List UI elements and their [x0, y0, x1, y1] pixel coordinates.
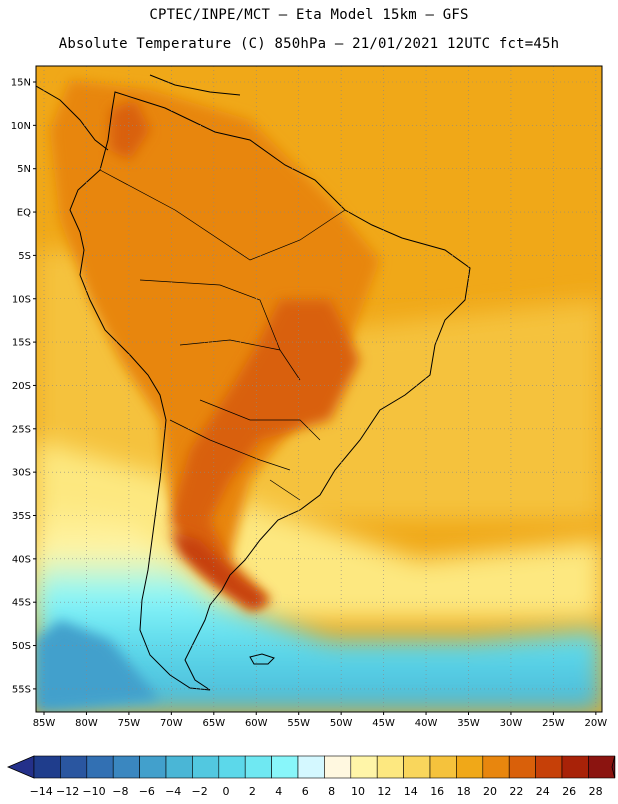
colorbar-swatch [482, 755, 510, 779]
lon-tick-label: 25W [542, 718, 565, 729]
colorbar-swatch [244, 755, 272, 779]
lon-tick-label: 45W [372, 718, 395, 729]
lon-tick-label: 55W [287, 718, 310, 729]
colorbar-swatch [508, 755, 536, 779]
lat-tick-label: 25S [12, 424, 31, 435]
lat-tick-label: 10S [12, 294, 31, 305]
map-title-line2: Absolute Temperature (C) 850hPa – 21/01/… [58, 36, 560, 52]
colorbar-label: −10 [82, 785, 105, 798]
lat-tick-label: 20S [12, 381, 31, 392]
colorbar-swatch [350, 755, 378, 779]
colorbar-swatch [403, 755, 431, 779]
colorbar-swatch [324, 755, 352, 779]
colorbar-label: 4 [275, 785, 282, 798]
colorbar-swatch [112, 755, 140, 779]
colorbar-swatch [376, 755, 404, 779]
lat-tick-label: 30S [12, 468, 31, 479]
lat-tick-label: 5N [17, 164, 31, 175]
lon-tick-label: 50W [330, 718, 353, 729]
longitude-axis: 85W 80W 75W 70W 65W 60W 55W 50W 45W 40W 35W 30W 25W 2… [33, 712, 608, 729]
colorbar-label: 18 [457, 785, 471, 798]
colorbar-swatch [165, 755, 193, 779]
colorbar-label: 20 [483, 785, 497, 798]
lon-tick-label: 70W [160, 718, 183, 729]
lat-tick-label: 15N [11, 78, 31, 89]
lon-tick-label: 80W [75, 718, 98, 729]
lat-tick-label: 35S [12, 511, 31, 522]
lon-tick-label: 40W [415, 718, 438, 729]
lat-tick-label: 5S [18, 251, 31, 262]
map-title-line1: CPTEC/INPE/MCT – Eta Model 15km – GFS [149, 7, 469, 23]
field-hot-north [110, 100, 150, 160]
lat-tick-label: 55S [12, 684, 31, 695]
colorbar-label: 12 [377, 785, 391, 798]
colorbar-label: 8 [328, 785, 335, 798]
colorbar-label: 10 [351, 785, 365, 798]
colorbar-label: 24 [536, 785, 550, 798]
colorbar-swatch [271, 755, 299, 779]
field-cold-south [36, 500, 602, 712]
colorbar-label: −2 [191, 785, 207, 798]
colorbar-label: 6 [302, 785, 309, 798]
colorbar-label: 14 [404, 785, 418, 798]
colorbar-swatch [60, 755, 88, 779]
lat-tick-label: 40S [12, 554, 31, 565]
lat-tick-label: 50S [12, 641, 31, 652]
map-frame [35, 65, 603, 713]
lon-tick-label: 20W [585, 718, 608, 729]
lon-tick-label: 60W [245, 718, 268, 729]
colorbar-label: −12 [56, 785, 79, 798]
field-hot-patagonia [170, 530, 270, 610]
lon-tick-label: 85W [33, 718, 56, 729]
temperature-field [36, 66, 602, 712]
colorbar-label: 26 [562, 785, 576, 798]
lon-tick-label: 75W [118, 718, 141, 729]
colorbar-label: 0 [223, 785, 230, 798]
lat-tick-label: 10N [11, 121, 31, 132]
lat-tick-label: 15S [12, 338, 31, 349]
colorbar-label: −6 [139, 785, 155, 798]
colorbar-swatch [297, 755, 325, 779]
colorbar-swatch [33, 755, 61, 779]
colorbar-swatch [139, 755, 167, 779]
field-land-warm [50, 80, 380, 560]
lat-tick-label: 45S [12, 598, 31, 609]
colorbar-label: 2 [249, 785, 256, 798]
coastline-south-america [69, 91, 471, 691]
lon-tick-label: 65W [202, 718, 225, 729]
colorbar-over-arrow [611, 755, 616, 779]
colorbar-label: 22 [509, 785, 523, 798]
country-borders [99, 169, 346, 501]
colorbar-swatch [561, 755, 589, 779]
colorbar-swatch [456, 755, 484, 779]
colorbar: −14 −12 −10 −8 −6 −4 −2 0 2 4 6 8 10 12 14 16 18 20 22 24 26… [6, 755, 616, 798]
colorbar-label: 28 [589, 785, 603, 798]
latitude-axis: 15N 10N 5N EQ 5S 10S 15S 20S 25S 30S 35S 40S 45S 50S 5… [11, 78, 36, 695]
colorbar-swatch [588, 755, 616, 779]
colorbar-swatch [86, 755, 114, 779]
colorbar-swatch [535, 755, 563, 779]
coastline-central-america [36, 74, 241, 151]
colorbar-label: −14 [30, 785, 53, 798]
colorbar-swatch [429, 755, 457, 779]
colorbar-swatch [218, 755, 246, 779]
lon-tick-label: 30W [500, 718, 523, 729]
colorbar-swatch [192, 755, 220, 779]
colorbar-under-arrow [6, 755, 35, 779]
colorbar-label: 16 [430, 785, 444, 798]
field-hot-core [170, 300, 360, 610]
colorbar-label: −8 [112, 785, 128, 798]
coastline-falklands [249, 653, 275, 665]
lat-tick-label: EQ [17, 208, 31, 219]
colorbar-label: −4 [165, 785, 181, 798]
lon-tick-label: 35W [457, 718, 480, 729]
